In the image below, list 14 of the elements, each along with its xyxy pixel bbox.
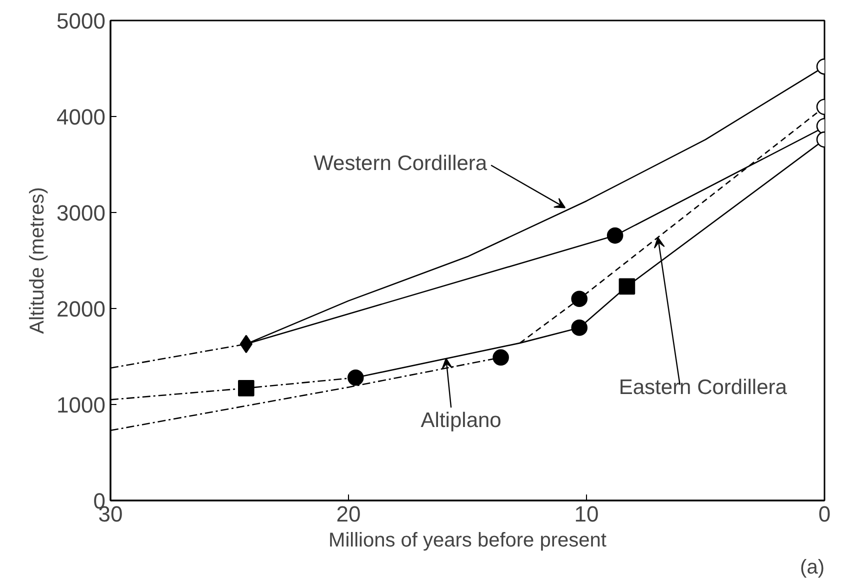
y-tick-label: 2000	[56, 296, 106, 322]
x-tick-label: 10	[574, 502, 599, 526]
x-axis-title: Millions of years before present	[328, 530, 607, 552]
y-tick-label: 3000	[56, 200, 106, 226]
y-tick-label: 1000	[56, 392, 106, 418]
x-tick-label: 20	[336, 502, 361, 526]
annotation: Altiplano	[420, 408, 502, 432]
annotation: Eastern Cordillera	[618, 376, 788, 399]
y-tick-label: 5000	[56, 8, 106, 34]
y-axis-title: Altitude (metres)	[26, 187, 49, 334]
y-tick-label: 4000	[56, 104, 106, 130]
annotation: Western Cordillera	[314, 152, 488, 176]
x-tick-label: 0	[818, 502, 831, 526]
text: (a)	[800, 556, 825, 578]
